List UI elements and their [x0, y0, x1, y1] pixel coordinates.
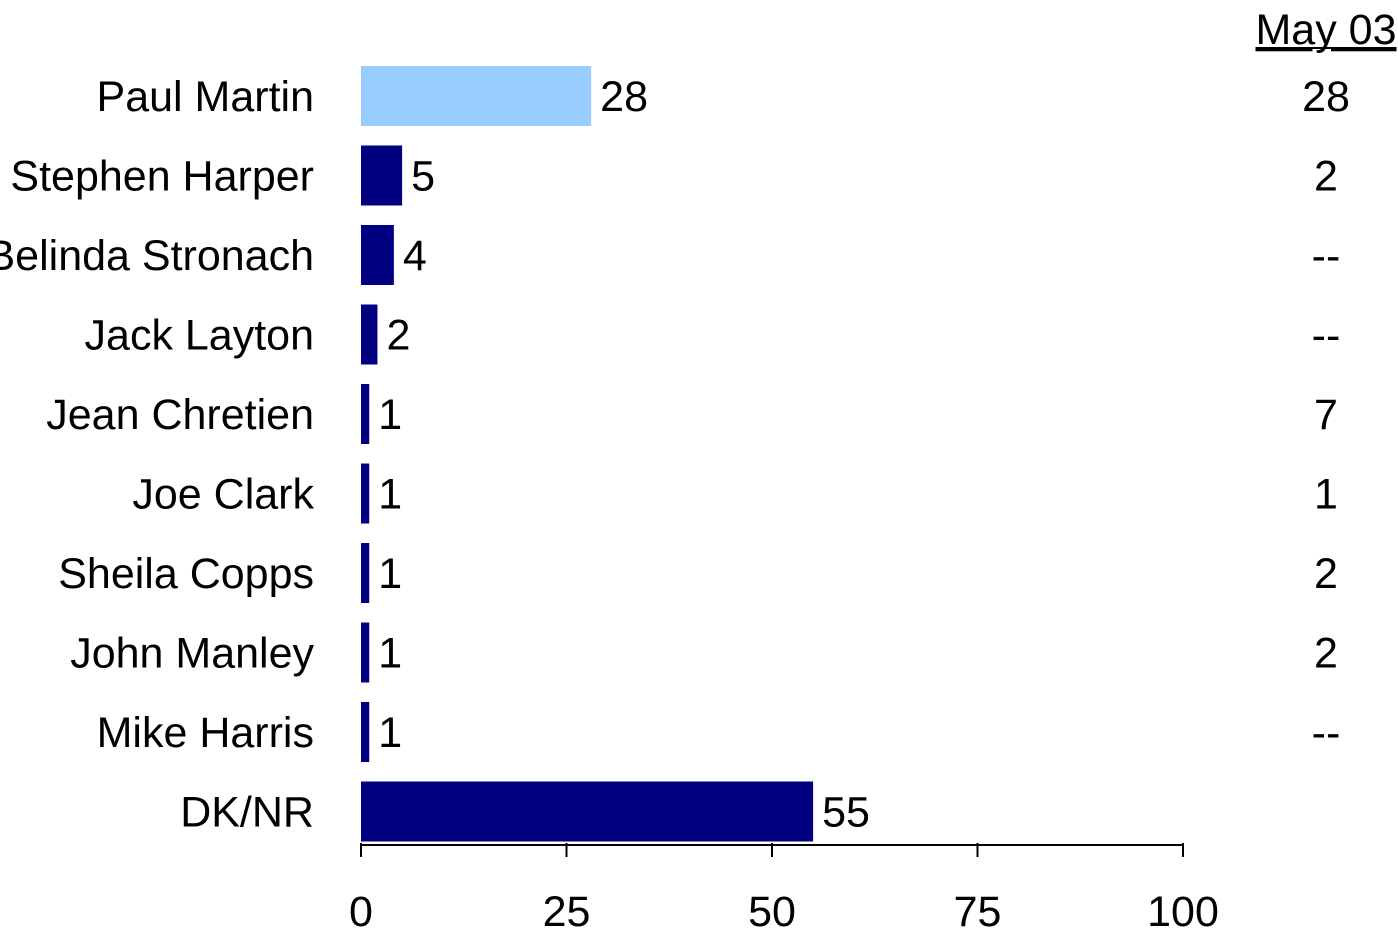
comparison-value: 1 [1314, 471, 1338, 519]
chart-rows: Paul Martin 28 28 Stephen Harper 5 2 Belinda S… [0, 66, 1350, 842]
comparison-column-header: May 03 [1255, 6, 1396, 54]
bar-value-label: 1 [378, 630, 402, 678]
comparison-value: 28 [1302, 73, 1350, 121]
bar-value-label: 1 [378, 391, 402, 439]
category-label: John Manley [70, 630, 314, 678]
category-label: Joe Clark [132, 471, 314, 519]
bar-value-label: 4 [403, 232, 427, 280]
x-tick-label: 50 [748, 888, 796, 935]
category-label: DK/NR [180, 789, 314, 837]
category-label: Jack Layton [85, 312, 314, 360]
bar [361, 304, 378, 365]
bar-value-label: 28 [600, 73, 648, 121]
bar-value-label: 5 [411, 153, 435, 201]
bar [361, 781, 814, 842]
category-label: Sheila Copps [58, 550, 314, 598]
comparison-value: 2 [1314, 630, 1338, 678]
x-tick-label: 25 [543, 888, 591, 935]
bar [361, 384, 370, 444]
comparison-value: 2 [1314, 550, 1338, 598]
bar [361, 543, 370, 603]
category-label: Paul Martin [97, 73, 314, 121]
x-tick-label: 75 [954, 888, 1002, 935]
comparison-value: -- [1312, 232, 1341, 280]
bar [361, 66, 592, 126]
bar-value-label: 1 [378, 550, 402, 598]
category-label: Stephen Harper [10, 153, 314, 201]
category-label: Jean Chretien [46, 391, 314, 439]
bar-value-label: 55 [822, 789, 870, 837]
x-tick-label: 100 [1147, 888, 1219, 935]
bar [361, 622, 370, 683]
bar [361, 225, 394, 285]
bar [361, 463, 370, 524]
category-label: Belinda Stronach [0, 232, 314, 280]
comparison-value: 7 [1314, 391, 1338, 439]
bar-value-label: 1 [378, 471, 402, 519]
bar [361, 145, 403, 206]
comparison-value: 2 [1314, 153, 1338, 201]
category-label: Mike Harris [97, 709, 314, 757]
bar-value-label: 1 [378, 709, 402, 757]
comparison-value: -- [1312, 709, 1341, 757]
bar-value-label: 2 [386, 312, 410, 360]
x-tick-label: 0 [349, 888, 373, 935]
x-axis: 0 25 50 75 100 [349, 843, 1219, 935]
bar [361, 702, 370, 762]
comparison-value: -- [1312, 312, 1341, 360]
